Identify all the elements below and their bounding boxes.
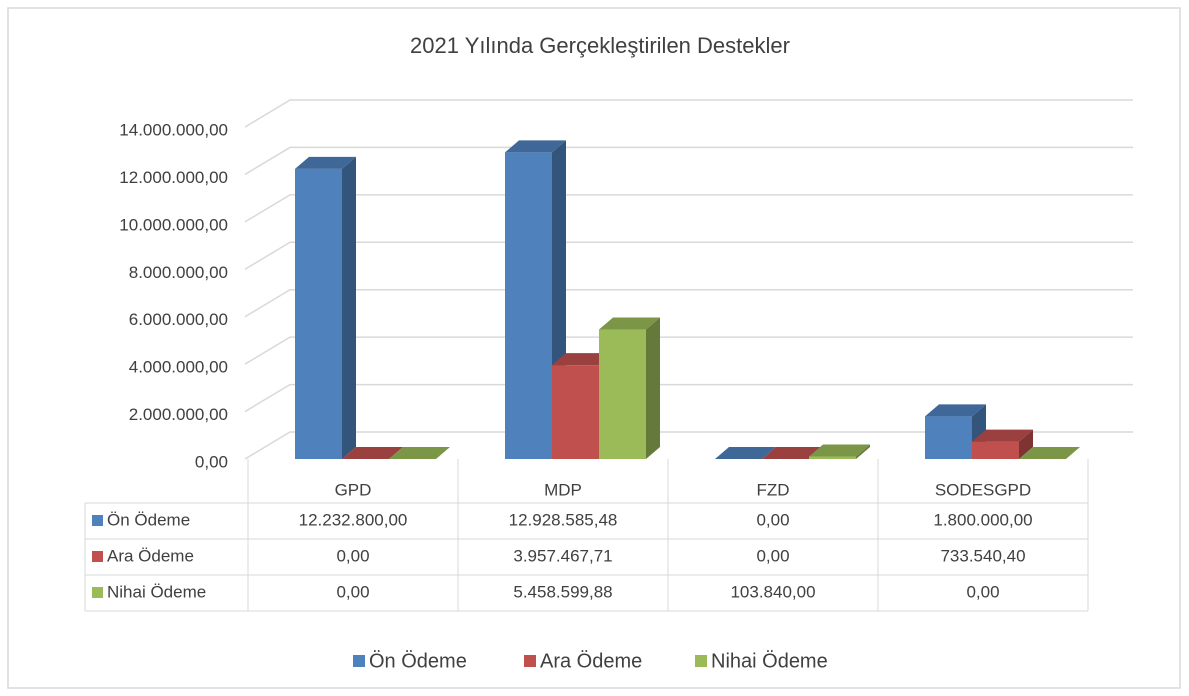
bar-top bbox=[715, 447, 776, 459]
bar bbox=[342, 447, 403, 459]
bar bbox=[389, 447, 450, 459]
legend-label: Nihai Ödeme bbox=[711, 650, 828, 672]
bar-side bbox=[342, 156, 356, 459]
bar bbox=[599, 317, 660, 459]
bar-top bbox=[389, 447, 450, 459]
bar-top bbox=[505, 140, 566, 153]
bar-front bbox=[505, 152, 552, 459]
bar-side bbox=[856, 444, 870, 459]
table-cell: 0,00 bbox=[336, 582, 369, 601]
bar bbox=[972, 429, 1033, 459]
y-tick-label: 14.000.000,00 bbox=[119, 120, 228, 139]
row-header: Ara Ödeme bbox=[107, 546, 194, 565]
legend-key bbox=[92, 587, 103, 598]
chart-title: 2021 Yılında Gerçekleştirilen Destekler bbox=[410, 33, 790, 58]
x-tick-label: SODESGPD bbox=[935, 480, 1031, 499]
grid-line bbox=[244, 431, 1133, 460]
table-cell: 1.800.000,00 bbox=[933, 510, 1032, 529]
bar-top bbox=[762, 447, 823, 459]
y-tick-label: 6.000.000,00 bbox=[129, 310, 228, 329]
grid-line bbox=[244, 241, 1133, 270]
legend-label: Ön Ödeme bbox=[369, 650, 467, 672]
bar-top bbox=[809, 444, 870, 457]
legend-key bbox=[695, 655, 707, 667]
y-tick-label: 10.000.000,00 bbox=[119, 215, 228, 234]
row-header: Nihai Ödeme bbox=[107, 582, 206, 601]
table-cell: 0,00 bbox=[756, 510, 789, 529]
bar bbox=[762, 447, 823, 459]
legend-label: Ara Ödeme bbox=[540, 650, 642, 672]
legend-key bbox=[524, 655, 536, 667]
table-cell: 0,00 bbox=[756, 546, 789, 565]
bar-front bbox=[295, 168, 342, 459]
grid-line bbox=[244, 383, 1133, 413]
bar bbox=[809, 444, 870, 459]
grid-line bbox=[244, 336, 1133, 365]
y-tick-label: 4.000.000,00 bbox=[129, 358, 228, 377]
legend-key bbox=[92, 515, 103, 526]
bar-front bbox=[552, 365, 599, 459]
bar-front bbox=[599, 329, 646, 459]
bar-top bbox=[552, 353, 613, 366]
x-tick-label: MDP bbox=[544, 480, 582, 499]
bar-top bbox=[925, 404, 986, 417]
bar-front bbox=[809, 456, 856, 459]
x-tick-label: FZD bbox=[756, 480, 789, 499]
bar-top bbox=[342, 447, 403, 459]
y-tick-label: 12.000.000,00 bbox=[119, 168, 228, 187]
table-cell: 0,00 bbox=[336, 546, 369, 565]
bar-top bbox=[972, 429, 1033, 442]
table-cell: 12.232.800,00 bbox=[299, 510, 408, 529]
row-header: Ön Ödeme bbox=[107, 510, 190, 529]
bar-top bbox=[599, 317, 660, 330]
bar-side bbox=[646, 317, 660, 459]
y-tick-label: 0,00 bbox=[195, 452, 228, 471]
bar-side bbox=[1019, 429, 1033, 459]
table-cell: 103.840,00 bbox=[730, 582, 815, 601]
table-cell: 5.458.599,88 bbox=[513, 582, 612, 601]
table-cell: 0,00 bbox=[966, 582, 999, 601]
bar bbox=[1019, 447, 1080, 459]
legend-key bbox=[92, 551, 103, 562]
grid-line bbox=[244, 288, 1133, 318]
table-cell: 733.540,40 bbox=[940, 546, 1025, 565]
y-tick-label: 8.000.000,00 bbox=[129, 263, 228, 282]
legend-key bbox=[353, 655, 365, 667]
bar bbox=[715, 447, 776, 459]
y-tick-label: 2.000.000,00 bbox=[129, 405, 228, 424]
table-cell: 12.928.585,48 bbox=[509, 510, 618, 529]
bar-top bbox=[1019, 447, 1080, 459]
table-cell: 3.957.467,71 bbox=[513, 546, 612, 565]
bar bbox=[505, 140, 566, 459]
bar-front bbox=[925, 416, 972, 459]
x-tick-label: GPD bbox=[335, 480, 372, 499]
grid-line bbox=[244, 99, 1133, 128]
bar-top bbox=[295, 156, 356, 169]
bar bbox=[295, 156, 356, 459]
bar-front bbox=[972, 441, 1019, 459]
grid-line bbox=[244, 146, 1133, 176]
grid-line bbox=[244, 194, 1133, 223]
